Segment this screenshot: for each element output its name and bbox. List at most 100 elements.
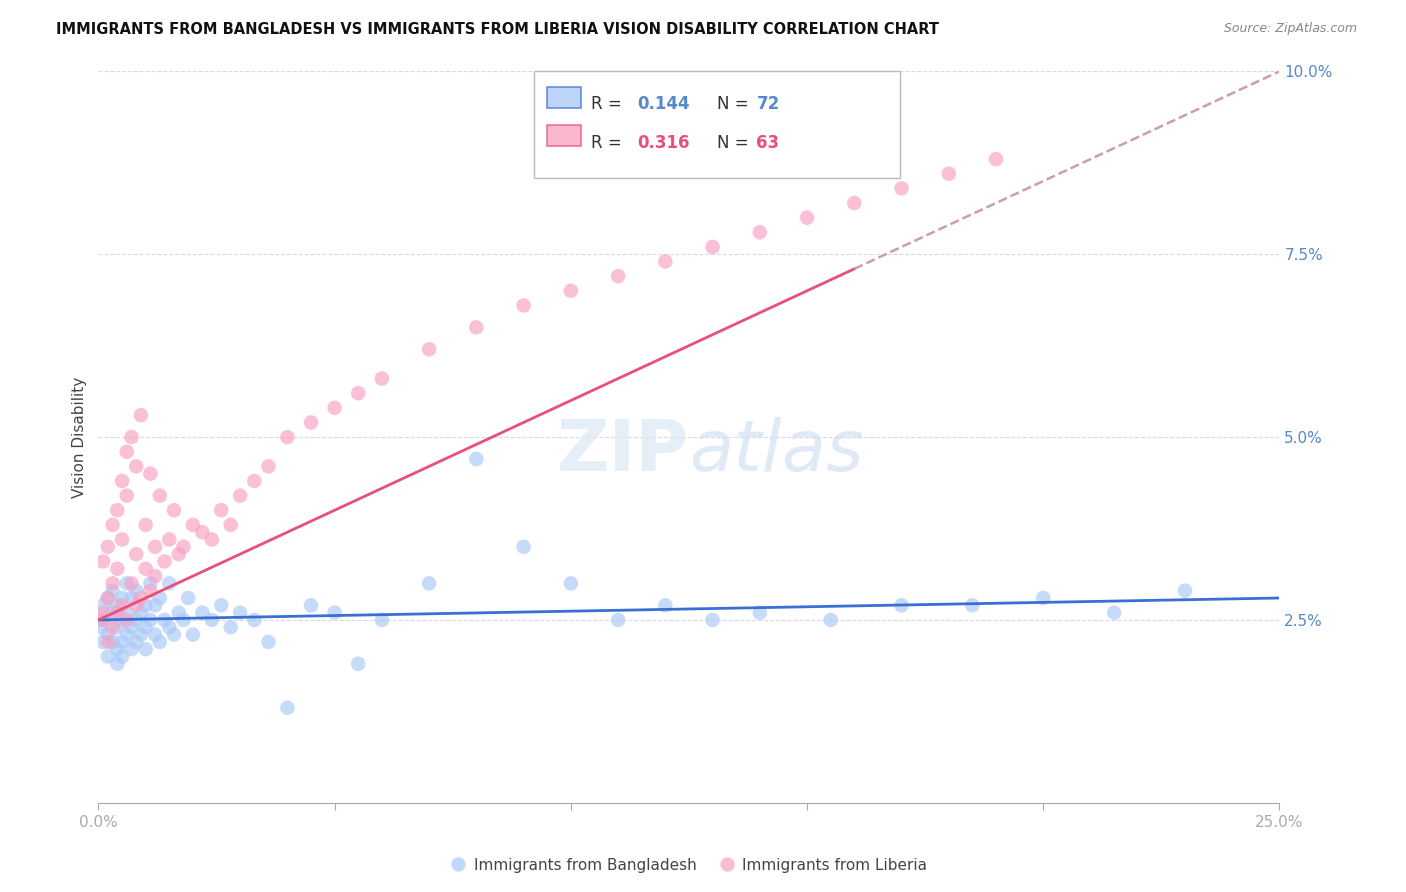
Immigrants from Bangladesh — [139, 576, 162, 591]
Immigrants from Bangladesh — [105, 657, 128, 671]
Immigrants from Liberia — [984, 152, 1007, 166]
Immigrants from Bangladesh — [560, 576, 582, 591]
Immigrants from Bangladesh — [157, 620, 180, 634]
Text: N =: N = — [717, 95, 754, 113]
Immigrants from Bangladesh — [163, 627, 186, 641]
Immigrants from Liberia — [167, 547, 190, 561]
Immigrants from Bangladesh — [111, 635, 134, 649]
Immigrants from Bangladesh — [654, 599, 676, 613]
Immigrants from Liberia — [111, 599, 134, 613]
Immigrants from Bangladesh — [418, 576, 440, 591]
Immigrants from Bangladesh — [820, 613, 842, 627]
Immigrants from Liberia — [101, 517, 124, 532]
Immigrants from Liberia — [97, 591, 120, 605]
Immigrants from Liberia — [181, 517, 204, 532]
Immigrants from Liberia — [139, 467, 162, 481]
Immigrants from Liberia — [97, 540, 120, 554]
Immigrants from Bangladesh — [105, 620, 128, 634]
Text: IMMIGRANTS FROM BANGLADESH VS IMMIGRANTS FROM LIBERIA VISION DISABILITY CORRELAT: IMMIGRANTS FROM BANGLADESH VS IMMIGRANTS… — [56, 22, 939, 37]
Immigrants from Bangladesh — [890, 599, 912, 613]
Immigrants from Bangladesh — [607, 613, 630, 627]
Immigrants from Liberia — [890, 181, 912, 195]
Immigrants from Bangladesh — [135, 599, 157, 613]
Immigrants from Bangladesh — [139, 613, 162, 627]
Y-axis label: Vision Disability: Vision Disability — [72, 376, 87, 498]
Immigrants from Liberia — [105, 503, 128, 517]
Immigrants from Liberia — [129, 408, 152, 422]
Immigrants from Liberia — [163, 503, 186, 517]
Immigrants from Liberia — [121, 430, 143, 444]
Immigrants from Liberia — [172, 540, 194, 554]
Immigrants from Bangladesh — [111, 591, 134, 605]
Immigrants from Bangladesh — [105, 599, 128, 613]
Immigrants from Bangladesh — [347, 657, 370, 671]
Immigrants from Liberia — [607, 269, 630, 284]
Immigrants from Bangladesh — [125, 635, 148, 649]
Immigrants from Liberia — [97, 635, 120, 649]
Immigrants from Liberia — [257, 459, 280, 474]
Immigrants from Liberia — [157, 533, 180, 547]
Immigrants from Bangladesh — [962, 599, 984, 613]
Immigrants from Bangladesh — [1032, 591, 1054, 605]
Immigrants from Bangladesh — [91, 635, 114, 649]
Immigrants from Bangladesh — [129, 627, 152, 641]
Immigrants from Bangladesh — [101, 635, 124, 649]
Immigrants from Bangladesh — [91, 599, 114, 613]
Immigrants from Liberia — [465, 320, 488, 334]
Text: N =: N = — [717, 134, 754, 152]
Immigrants from Bangladesh — [115, 627, 138, 641]
Immigrants from Liberia — [299, 416, 322, 430]
Immigrants from Bangladesh — [143, 599, 166, 613]
Immigrants from Bangladesh — [125, 583, 148, 598]
Immigrants from Bangladesh — [299, 599, 322, 613]
Immigrants from Liberia — [105, 562, 128, 576]
Immigrants from Bangladesh — [229, 606, 252, 620]
Immigrants from Liberia — [111, 533, 134, 547]
Immigrants from Bangladesh — [90, 620, 112, 634]
Immigrants from Liberia — [91, 554, 114, 568]
Immigrants from Liberia — [560, 284, 582, 298]
Immigrants from Bangladesh — [172, 613, 194, 627]
Immigrants from Liberia — [702, 240, 724, 254]
Immigrants from Bangladesh — [135, 642, 157, 657]
Text: 0.144: 0.144 — [637, 95, 689, 113]
Immigrants from Liberia — [135, 562, 157, 576]
Immigrants from Liberia — [796, 211, 818, 225]
Immigrants from Bangladesh — [219, 620, 242, 634]
Immigrants from Bangladesh — [191, 606, 214, 620]
Immigrants from Bangladesh — [149, 635, 172, 649]
Immigrants from Liberia — [209, 503, 232, 517]
Immigrants from Bangladesh — [125, 613, 148, 627]
Immigrants from Liberia — [125, 459, 148, 474]
Immigrants from Bangladesh — [121, 620, 143, 634]
Immigrants from Bangladesh — [115, 606, 138, 620]
Immigrants from Bangladesh — [143, 627, 166, 641]
Immigrants from Liberia — [229, 489, 252, 503]
Immigrants from Bangladesh — [1102, 606, 1125, 620]
Immigrants from Bangladesh — [276, 700, 298, 714]
Immigrants from Bangladesh — [129, 606, 152, 620]
Immigrants from Liberia — [121, 576, 143, 591]
Immigrants from Bangladesh — [748, 606, 770, 620]
Immigrants from Liberia — [101, 576, 124, 591]
Immigrants from Bangladesh — [111, 613, 134, 627]
Immigrants from Bangladesh — [101, 583, 124, 598]
Immigrants from Bangladesh — [97, 649, 120, 664]
Immigrants from Bangladesh — [257, 635, 280, 649]
Immigrants from Bangladesh — [465, 452, 488, 467]
Immigrants from Liberia — [143, 540, 166, 554]
Immigrants from Liberia — [105, 606, 128, 620]
Immigrants from Bangladesh — [94, 613, 117, 627]
Immigrants from Bangladesh — [177, 591, 200, 605]
Immigrants from Bangladesh — [153, 613, 176, 627]
Immigrants from Bangladesh — [209, 599, 232, 613]
Immigrants from Bangladesh — [201, 613, 224, 627]
Text: atlas: atlas — [689, 417, 863, 486]
Immigrants from Bangladesh — [157, 576, 180, 591]
Immigrants from Liberia — [748, 225, 770, 239]
Immigrants from Liberia — [139, 583, 162, 598]
Immigrants from Liberia — [125, 547, 148, 561]
Immigrants from Liberia — [111, 474, 134, 488]
Immigrants from Liberia — [129, 591, 152, 605]
Immigrants from Bangladesh — [105, 642, 128, 657]
